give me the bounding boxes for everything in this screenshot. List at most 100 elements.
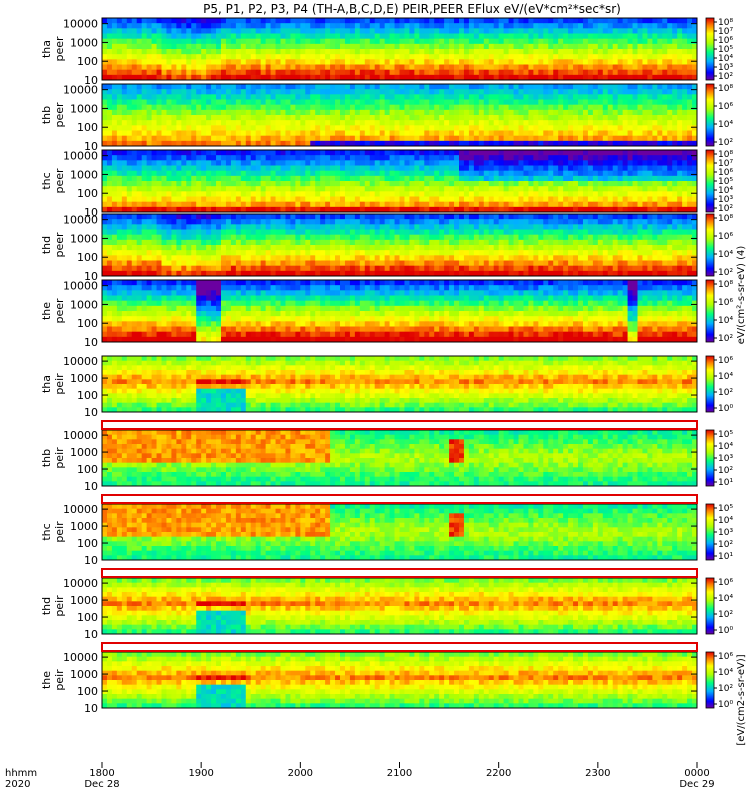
spectrogram-cell [518, 175, 524, 182]
spectrogram-cell [111, 165, 118, 172]
spectrogram-cell [240, 104, 247, 111]
spectrogram-cell [612, 74, 619, 81]
spectrogram-cell [503, 74, 509, 81]
spectrogram-cell [111, 186, 118, 192]
spectrogram-cell [478, 43, 485, 50]
spectrogram-cell [141, 84, 148, 90]
spectrogram-cell [181, 49, 187, 55]
spectrogram-cell [330, 234, 336, 241]
spectrogram-cell [225, 191, 232, 197]
spectrogram-cell [265, 155, 271, 161]
spectrogram-cell [240, 160, 247, 166]
spectrogram-cell [449, 99, 455, 106]
spectrogram-cell [161, 54, 167, 60]
spectrogram-cell [459, 59, 465, 65]
spectrogram-cell [568, 140, 574, 147]
spectrogram-cell [102, 255, 108, 261]
spectrogram-cell [335, 165, 341, 172]
spectrogram-cell [508, 43, 514, 50]
spectrogram-cell [102, 150, 108, 156]
spectrogram-cell [191, 265, 197, 272]
spectrogram-cell [141, 165, 148, 172]
spectrogram-cell [340, 18, 346, 24]
spectrogram-cell [275, 150, 281, 156]
spectrogram-cell [503, 84, 509, 90]
spectrogram-cell [662, 175, 668, 182]
spectrogram-cell [305, 191, 311, 197]
spectrogram-cell [151, 191, 157, 197]
spectrogram-cell [449, 74, 455, 81]
spectrogram-cell [652, 130, 658, 137]
spectrogram-cell [568, 18, 574, 24]
spectrogram-cell [434, 150, 440, 156]
spectrogram-cell [136, 23, 143, 29]
spectrogram-cell [235, 104, 242, 111]
panel-frame [101, 149, 698, 213]
spectrogram-cell [201, 69, 207, 76]
spectrogram-cell [285, 28, 291, 34]
spectrogram-cell [211, 234, 217, 241]
spectrogram-cell [191, 155, 197, 161]
spectrogram-cell [359, 18, 366, 24]
spectrogram-cell [330, 219, 336, 225]
spectrogram-cell [369, 104, 376, 111]
spectrogram-cell [250, 206, 257, 213]
spectrogram-cell [285, 250, 291, 256]
spectrogram-cell [349, 170, 356, 177]
spectrogram-cell [211, 120, 217, 126]
spectrogram-cell [607, 170, 614, 177]
spectrogram-cell [225, 234, 232, 241]
spectrogram-cell [528, 181, 534, 187]
spectrogram-cell [587, 160, 594, 166]
spectrogram-cell [191, 130, 197, 137]
spectrogram-cell [131, 69, 138, 76]
spectrogram-cell [682, 196, 688, 203]
spectrogram-cell [399, 115, 405, 121]
spectrogram-cell [657, 196, 663, 203]
spectrogram-cell [320, 125, 326, 131]
spectrogram-cell [275, 38, 281, 45]
spectrogram-cell [102, 239, 108, 246]
spectrogram-cell [176, 186, 182, 192]
spectrogram-cell [325, 196, 331, 203]
spectrogram-cell [196, 84, 202, 90]
spectrogram-cell [578, 130, 584, 137]
spectrogram-cell [191, 89, 197, 95]
spectrogram-cell [637, 49, 643, 55]
spectrogram-cell [468, 206, 475, 213]
spectrogram-cell [632, 74, 638, 81]
spectrogram-cell [131, 18, 138, 24]
spectrogram-cell [325, 18, 331, 24]
spectrogram-cell [196, 104, 202, 111]
spectrogram-cell [216, 186, 222, 192]
spectrogram-cell [627, 69, 633, 76]
spectrogram-cell [295, 255, 301, 261]
spectrogram-cell [305, 206, 311, 213]
spectrogram-cell [478, 181, 485, 187]
spectrogram-cell [275, 206, 281, 213]
spectrogram-cell [439, 186, 445, 192]
spectrogram-cell [260, 23, 267, 29]
spectrogram-cell [543, 165, 549, 172]
spectrogram-cell [434, 191, 440, 197]
spectrogram-cell [369, 28, 376, 34]
spectrogram-cell [216, 89, 222, 95]
spectrogram-cell [181, 130, 187, 137]
spectrogram-cell [275, 84, 281, 90]
spectrogram-cell [121, 74, 128, 81]
spectrogram-cell [320, 59, 326, 65]
spectrogram-cell [146, 206, 152, 213]
spectrogram-cell [106, 201, 113, 208]
spectrogram-cell [488, 94, 495, 100]
spectrogram-cell [230, 206, 237, 213]
spectrogram-cell [394, 18, 400, 24]
spectrogram-cell [315, 175, 321, 182]
spectrogram-cell [558, 49, 564, 55]
spectrogram-cell [211, 175, 217, 182]
spectrogram-cell [389, 54, 395, 60]
spectrogram-cell [667, 84, 673, 90]
spectrogram-cell [449, 196, 455, 203]
spectrogram-cell [662, 191, 668, 197]
spectrogram-cell [340, 214, 346, 220]
spectrogram-cell [156, 109, 162, 116]
